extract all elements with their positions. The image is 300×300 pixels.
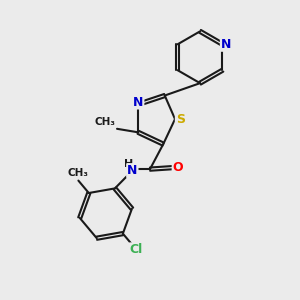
Text: H: H	[124, 159, 133, 169]
Text: CH₃: CH₃	[67, 168, 88, 178]
Text: S: S	[176, 112, 185, 126]
Text: Cl: Cl	[130, 243, 143, 256]
Text: N: N	[133, 95, 143, 109]
Text: O: O	[173, 161, 183, 174]
Text: N: N	[221, 38, 231, 51]
Text: N: N	[127, 164, 137, 177]
Text: CH₃: CH₃	[94, 117, 116, 127]
